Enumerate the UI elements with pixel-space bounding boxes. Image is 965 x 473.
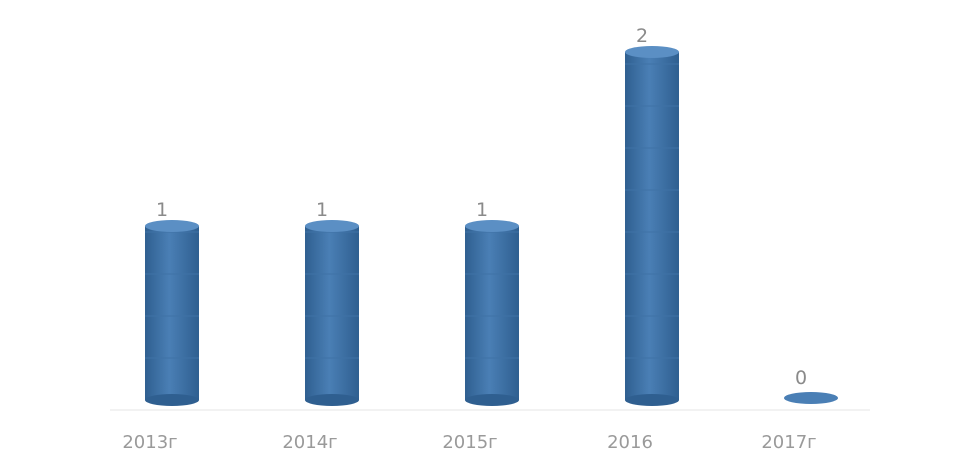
x-tick-label-2014г: 2014г	[282, 432, 337, 453]
bar-2017г	[784, 392, 838, 404]
bar-body	[305, 226, 359, 400]
bar-body	[145, 226, 199, 400]
x-tick-label-2015г: 2015г	[442, 432, 497, 453]
bar-body	[465, 226, 519, 400]
data-label-2016: 2	[636, 25, 648, 47]
bar-top	[305, 220, 359, 232]
data-label-2014г: 1	[316, 199, 328, 221]
bar-2016	[625, 46, 679, 406]
bar-zero-disc	[784, 392, 838, 404]
x-tick-label-2013г: 2013г	[122, 432, 177, 453]
bar-base	[145, 394, 199, 406]
bar-base	[305, 394, 359, 406]
bar-top	[465, 220, 519, 232]
data-label-2017г: 0	[795, 367, 807, 389]
data-label-2013г: 1	[156, 199, 168, 221]
bar-top	[625, 46, 679, 58]
bar-base	[465, 394, 519, 406]
x-tick-label-2017г: 2017г	[761, 432, 816, 453]
bar-base	[625, 394, 679, 406]
bar-2015г	[465, 220, 519, 406]
data-label-2015г: 1	[476, 199, 488, 221]
bar-top	[145, 220, 199, 232]
bar-2013г	[145, 220, 199, 406]
x-tick-label-2016: 2016	[607, 432, 653, 453]
bar-2014г	[305, 220, 359, 406]
bar-body	[625, 52, 679, 400]
